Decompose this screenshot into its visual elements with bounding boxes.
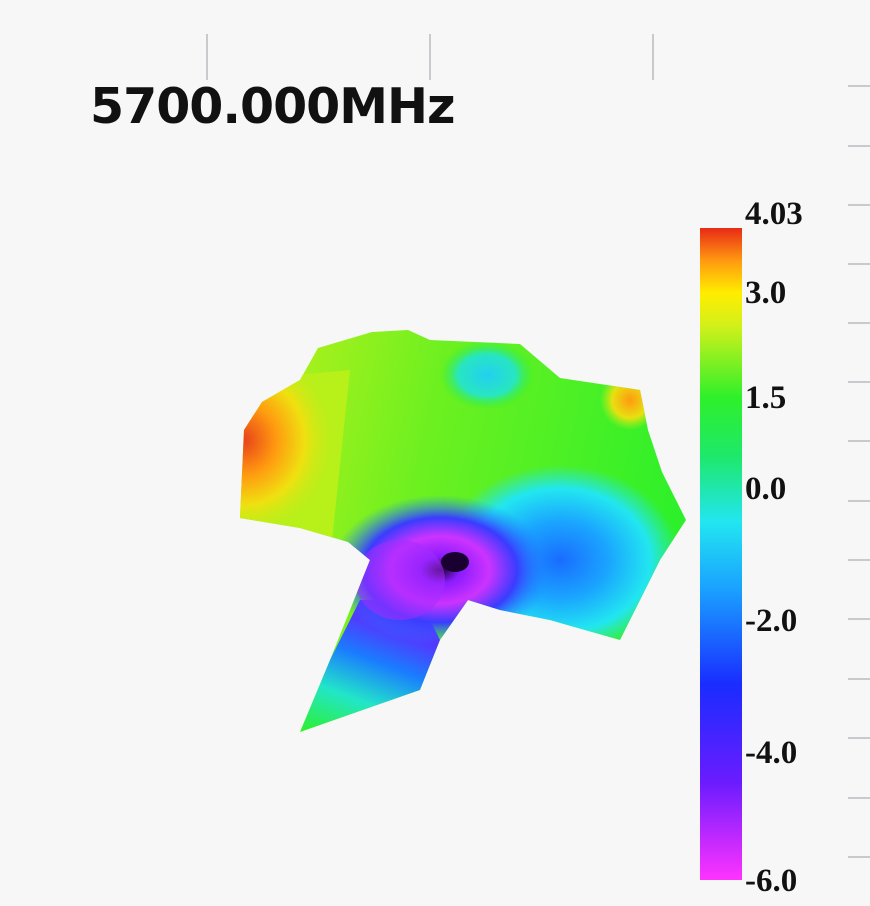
colorbar-labels: 4.03 3.0 1.5 0.0 -2.0 -4.0 -6.0 bbox=[745, 196, 803, 899]
field-purple-spot bbox=[355, 540, 445, 620]
colorbar-tick-label: 3.0 bbox=[745, 275, 786, 311]
colorbar: 4.03 3.0 1.5 0.0 -2.0 -4.0 -6.0 bbox=[700, 196, 803, 899]
field-upper-dip bbox=[439, 340, 535, 410]
colorbar-tick-label: 4.03 bbox=[745, 196, 803, 232]
colorbar-tick-label: -2.0 bbox=[745, 603, 797, 639]
colorbar-tick-label: 0.0 bbox=[745, 471, 786, 507]
colorbar-tick-label: -6.0 bbox=[745, 863, 797, 899]
frequency-title: 5700.000MHz bbox=[90, 78, 456, 135]
colorbar-tick-label: -4.0 bbox=[745, 735, 797, 771]
top-ticks bbox=[206, 34, 654, 80]
field-distribution bbox=[240, 330, 686, 732]
colorbar-tick-label: 1.5 bbox=[745, 380, 786, 416]
right-ticks bbox=[848, 85, 870, 858]
colorbar-gradient bbox=[700, 228, 742, 880]
field-right-tip bbox=[600, 370, 660, 430]
field-dark-core bbox=[441, 552, 469, 572]
